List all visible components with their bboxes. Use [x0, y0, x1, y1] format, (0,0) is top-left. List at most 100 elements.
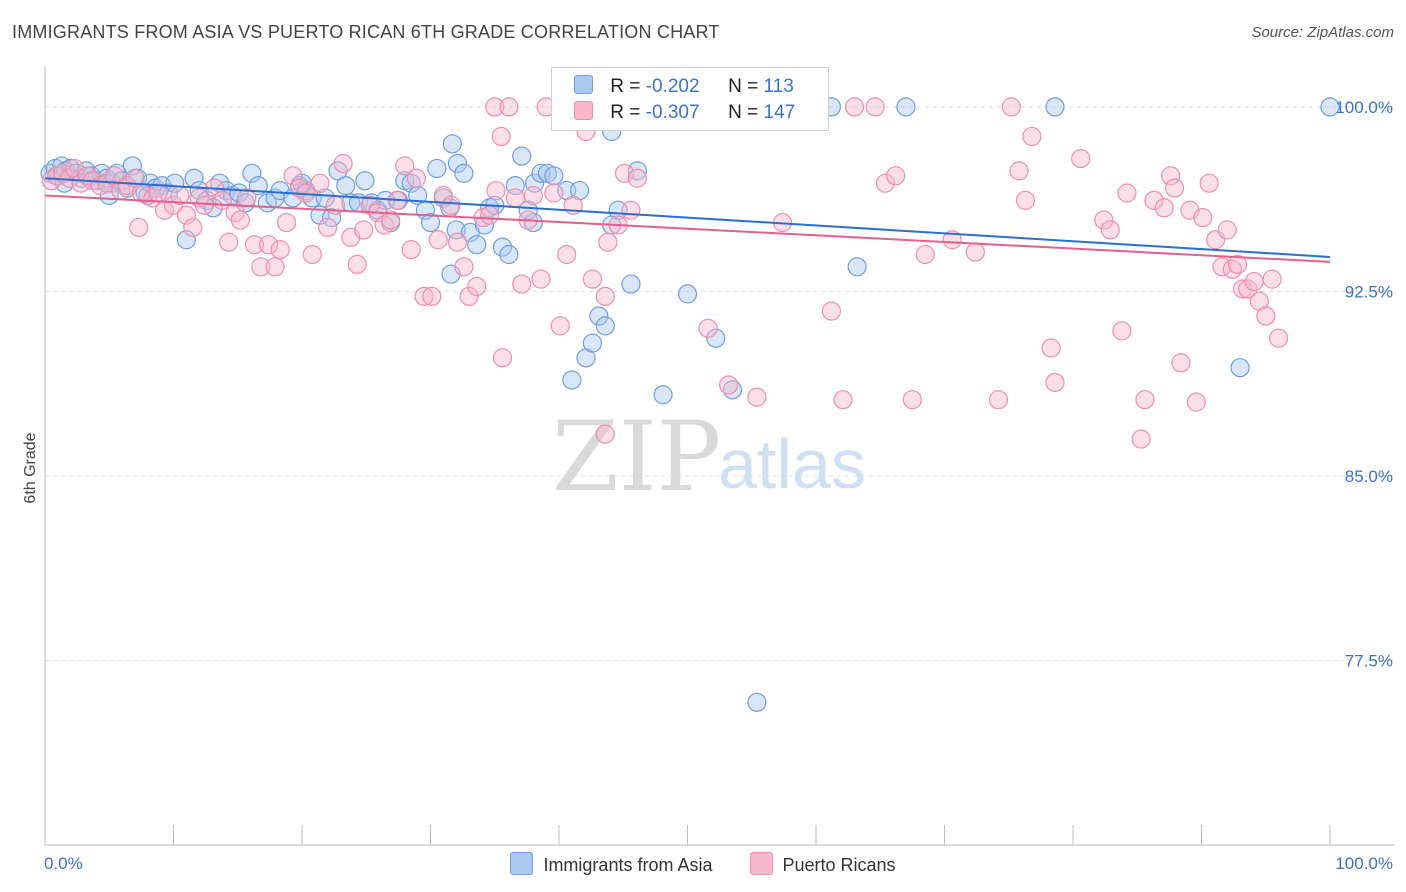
data-point: [1112, 321, 1132, 341]
data-point: [1045, 372, 1065, 393]
data-point: [653, 385, 673, 405]
data-point: [589, 306, 609, 326]
data-point: [237, 188, 257, 208]
r-label: R =: [610, 102, 641, 123]
data-point: [491, 126, 511, 147]
blue-swatch-icon: [574, 75, 593, 94]
data-point: [595, 286, 615, 306]
data-point: [875, 173, 895, 193]
data-point: [251, 257, 271, 277]
y-tick-labels: 100.0% 92.5% 85.0% 77.5%: [1335, 98, 1393, 671]
data-point: [1199, 173, 1219, 193]
data-point: [420, 212, 441, 233]
trend-lines: [44, 177, 1331, 263]
watermark-atlas: atlas: [718, 425, 866, 503]
data-point: [265, 257, 285, 277]
data-point: [821, 301, 842, 321]
data-point: [442, 134, 462, 154]
data-point: [148, 183, 168, 203]
data-point: [1117, 183, 1137, 203]
data-point: [557, 244, 577, 265]
pink-swatch-icon: [574, 101, 593, 120]
data-point: [747, 692, 767, 712]
data-point: [523, 185, 543, 206]
data-point: [1045, 97, 1065, 117]
data-point: [902, 390, 922, 410]
data-point: [886, 166, 906, 186]
data-point: [360, 195, 380, 215]
data-point: [621, 200, 641, 220]
data-point: [485, 97, 505, 117]
data-point: [230, 210, 250, 230]
data-point: [433, 185, 453, 206]
data-point: [381, 210, 401, 230]
data-point: [310, 173, 330, 193]
data-point: [844, 97, 865, 117]
data-point: [189, 180, 209, 201]
stats-legend-row-asia: R = -0.202 N = 113: [574, 75, 794, 99]
data-point: [505, 188, 525, 208]
data-point: [833, 390, 853, 410]
legend-label-puerto-ricans: Puerto Ricans: [782, 855, 896, 875]
x-tick-label: 0.0%: [44, 854, 83, 873]
data-point: [627, 168, 647, 188]
trend-line: [44, 194, 1331, 263]
data-point: [176, 205, 196, 225]
data-point: [480, 198, 500, 218]
data-point: [441, 195, 461, 215]
n-label: N =: [728, 102, 759, 123]
data-point: [242, 163, 262, 183]
data-point: [454, 257, 474, 277]
stats-legend-row-puerto-rican: R = -0.307 N = 147: [574, 101, 795, 125]
data-point: [1094, 210, 1114, 230]
data-point: [395, 156, 415, 176]
data-point: [582, 333, 603, 353]
data-point: [283, 166, 303, 186]
data-point: [244, 235, 265, 255]
y-tick-label: 77.5%: [1345, 651, 1393, 670]
data-point: [1186, 392, 1206, 412]
data-point: [595, 424, 615, 444]
data-point: [321, 208, 342, 228]
data-point: [454, 163, 474, 183]
data-point: [562, 370, 582, 390]
data-point: [1071, 148, 1091, 169]
data-point: [1161, 166, 1181, 186]
data-point: [915, 244, 935, 265]
data-point: [354, 220, 374, 240]
data-point: [677, 284, 698, 304]
data-point: [706, 328, 726, 348]
data-point: [965, 242, 985, 262]
stats-legend: R = -0.202 N = 113 R = -0.307 N = 147: [551, 67, 829, 131]
data-point: [492, 237, 513, 257]
data-point: [1164, 178, 1185, 198]
data-point: [518, 200, 538, 220]
legend-item-asia[interactable]: Immigrants from Asia: [510, 852, 712, 876]
trend-line: [44, 177, 1331, 258]
data-point: [719, 375, 739, 395]
data-point: [896, 97, 916, 117]
data-point: [544, 183, 564, 203]
watermark-zip: ZIP: [552, 401, 721, 513]
y-tick-label: 85.0%: [1345, 467, 1393, 486]
data-point: [336, 176, 356, 196]
data-point: [276, 212, 297, 233]
data-point: [270, 240, 290, 260]
data-point: [1233, 279, 1253, 299]
data-point: [1193, 208, 1213, 228]
data-point: [1022, 126, 1042, 147]
data-point: [1154, 198, 1174, 218]
data-point: [165, 173, 185, 193]
data-point: [1171, 353, 1191, 373]
y-tick-label: 100.0%: [1335, 98, 1393, 117]
x-tick-labels: 0.0% 100.0%: [44, 854, 1393, 873]
r-value: -0.307: [645, 102, 700, 123]
data-point: [544, 166, 564, 186]
data-point: [1001, 97, 1021, 117]
data-point: [422, 286, 442, 306]
data-point: [302, 244, 322, 265]
legend-item-puerto-ricans[interactable]: Puerto Ricans: [749, 852, 896, 876]
data-point: [447, 153, 468, 174]
data-point: [1227, 254, 1248, 274]
